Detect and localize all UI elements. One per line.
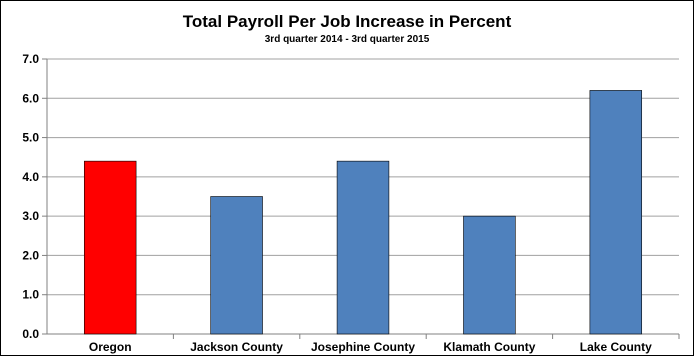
chart-subtitle: 3rd quarter 2014 - 3rd quarter 2015 <box>265 34 430 45</box>
y-tick-label: 2.0 <box>22 248 39 262</box>
bars <box>83 90 643 335</box>
x-category-label: Jackson County <box>190 340 283 354</box>
y-tick-label: 0.0 <box>22 327 39 341</box>
bar-josephine-county <box>336 160 390 335</box>
y-tick-labels: 0.0 1.0 2.0 3.0 4.0 5.0 6.0 7.0 <box>22 52 39 341</box>
y-tick-label: 5.0 <box>22 131 39 145</box>
y-tick-label: 1.0 <box>22 288 39 302</box>
y-tick-label: 3.0 <box>22 209 39 223</box>
y-tick-label: 7.0 <box>22 52 39 66</box>
x-category-label: Lake County <box>580 340 652 354</box>
x-category-label: Oregon <box>89 340 132 354</box>
x-category-label: Klamath County <box>443 340 535 354</box>
bar-lake-county <box>589 90 643 335</box>
x-category-label: Josephine County <box>311 340 415 354</box>
chart-title: Total Payroll Per Job Increase in Percen… <box>183 12 512 31</box>
y-tick-label: 6.0 <box>22 91 39 105</box>
x-category-labels: Oregon Jackson County Josephine County Klam… <box>89 340 652 354</box>
bar-oregon <box>83 160 137 335</box>
bar-jackson-county <box>210 196 263 335</box>
y-tick-label: 4.0 <box>22 170 39 184</box>
bar-klamath-county <box>463 215 516 335</box>
